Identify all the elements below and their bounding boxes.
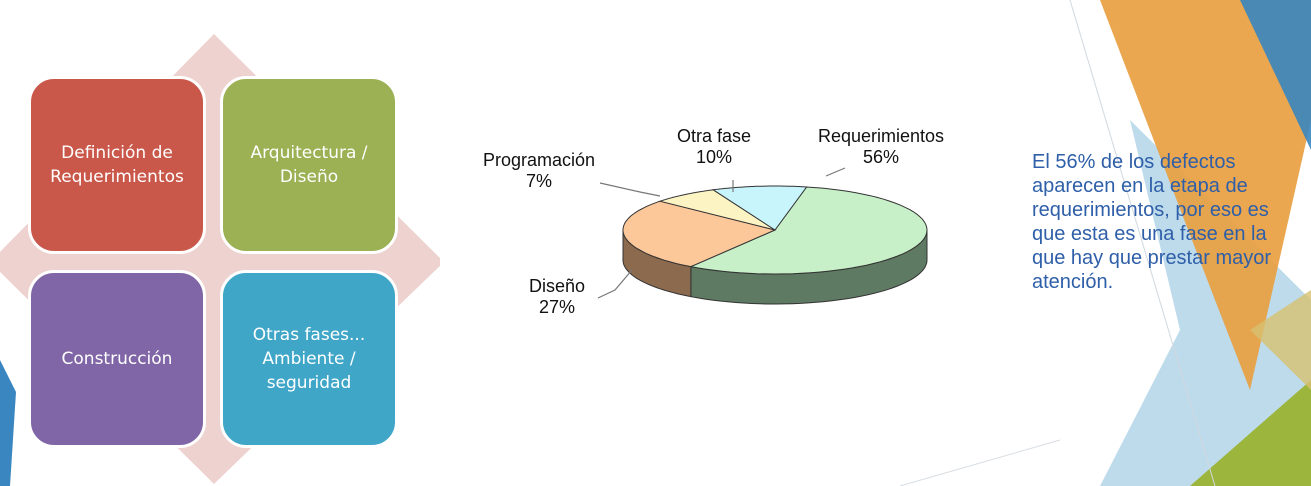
- pie-label-programacion: Programación 7%: [483, 150, 595, 192]
- pie-slice-otra-fase: [711, 185, 808, 231]
- matrix-box-label: Arquitectura / Diseño: [250, 143, 368, 187]
- pie-label-name: Diseño: [529, 276, 586, 296]
- matrix-box-label: Construcción: [61, 349, 173, 369]
- pie-label-value: 27%: [539, 297, 576, 317]
- matrix-box-label: Otras fases... Ambiente / seguridad: [252, 325, 366, 393]
- matrix-box-arquitectura: Arquitectura / Diseño: [220, 76, 398, 254]
- decor-right-orange-shape: [1100, 0, 1311, 390]
- decor-right-blue-shape: [1240, 0, 1311, 150]
- decor-right-blue-light-shape: [1100, 120, 1311, 486]
- pie-leader-line-diseno: [597, 269, 633, 299]
- decor-right-green-shape: [1190, 380, 1311, 486]
- pie-slice-requerimientos: [689, 186, 928, 275]
- matrix-box-label: Definición de Requerimientos: [50, 143, 184, 187]
- decor-thin-line-bottom: [899, 439, 1061, 486]
- pie-label-otra-fase: Otra fase 10%: [677, 126, 751, 168]
- pie-leader-line-requerimientos: [825, 167, 846, 177]
- decor-thin-line: [1069, 0, 1216, 486]
- pie-leader-line-programacion: [599, 182, 661, 197]
- pie-label-name: Requerimientos: [818, 126, 945, 146]
- pie-slice-diseno: [622, 200, 777, 268]
- pie-label-value: 56%: [863, 147, 900, 167]
- matrix-box-otras-fases: Otras fases... Ambiente / seguridad: [220, 270, 398, 448]
- matrix-box-construccion: Construcción: [28, 270, 206, 448]
- pie-label-name: Programación: [483, 150, 596, 170]
- decor-left-blue-shape: [0, 360, 16, 486]
- decor-right-tan-shape: [1250, 290, 1311, 390]
- pie-label-requerimientos: Requerimientos 56%: [818, 126, 944, 168]
- matrix-box-requerimientos: Definición de Requerimientos: [28, 76, 206, 254]
- pie-label-value: 7%: [526, 171, 553, 191]
- pie-slice-programacion: [659, 189, 776, 231]
- pie-label-value: 10%: [696, 147, 733, 167]
- pie-label-name: Otra fase: [677, 126, 752, 146]
- slide-note-text: El 56% de los defectos aparecen en la et…: [1032, 151, 1272, 293]
- pie-label-diseno: Diseño 27%: [529, 276, 585, 318]
